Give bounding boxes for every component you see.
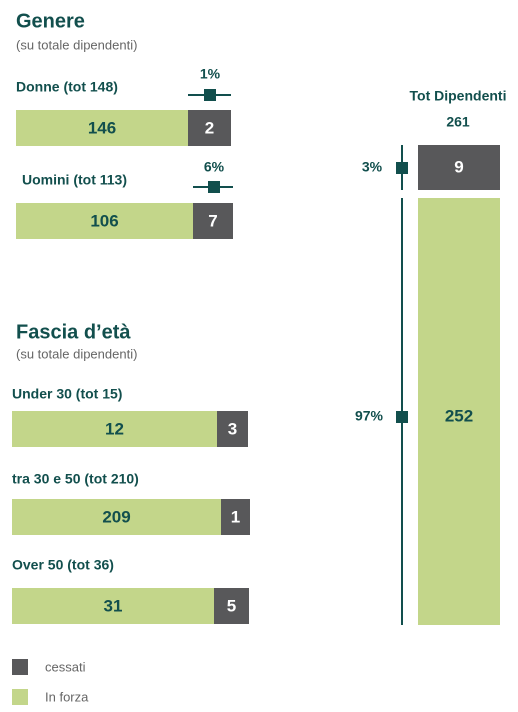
value-cessati: 3 <box>228 419 237 438</box>
total-cessati <box>418 145 500 190</box>
group-label: tra 30 e 50 (tot 210) <box>12 471 139 487</box>
pct-marker <box>396 411 408 423</box>
value-cessati: 7 <box>208 211 217 230</box>
bar-in-forza <box>12 499 221 535</box>
legend-swatch <box>12 659 28 675</box>
value-in-forza: 106 <box>90 211 118 230</box>
legend-swatch <box>12 689 28 705</box>
section-title: Fascia d’età <box>16 321 131 343</box>
pct-marker <box>396 162 408 174</box>
group-label: Over 50 (tot 36) <box>12 557 114 573</box>
pct-label: 6% <box>204 159 225 175</box>
value-in-forza: 146 <box>88 118 116 137</box>
pct-label: 97% <box>355 408 384 424</box>
bar-cessati <box>214 588 249 624</box>
section-subtitle: (su totale dipendenti) <box>16 346 137 361</box>
pct-label: 1% <box>200 66 221 82</box>
bar-cessati <box>221 499 250 535</box>
value-cessati: 5 <box>227 596 236 615</box>
bar-in-forza <box>12 588 214 624</box>
value-in-forza: 209 <box>102 507 130 526</box>
bar-cessati <box>217 411 248 447</box>
bar-in-forza <box>16 110 188 146</box>
bar-cessati <box>188 110 231 146</box>
total-value: 261 <box>446 114 470 130</box>
total-cessati-value: 9 <box>454 157 463 176</box>
bar-cessati <box>193 203 233 239</box>
pct-marker <box>204 89 216 101</box>
total-in-forza <box>418 198 500 625</box>
pct-label: 3% <box>362 159 383 175</box>
value-in-forza: 31 <box>104 596 123 615</box>
total-title: Tot Dipendenti <box>410 88 507 104</box>
bar-in-forza <box>12 411 217 447</box>
value-cessati: 2 <box>205 118 214 137</box>
section-title: Genere <box>16 10 85 32</box>
bar-in-forza <box>16 203 193 239</box>
pct-marker <box>208 181 220 193</box>
legend-label: In forza <box>45 689 89 704</box>
value-cessati: 1 <box>231 507 240 526</box>
group-label: Donne (tot 148) <box>16 79 118 95</box>
legend-label: cessati <box>45 659 86 674</box>
group-label: Uomini (tot 113) <box>22 172 127 188</box>
group-label: Under 30 (tot 15) <box>12 386 122 402</box>
total-in-forza-value: 252 <box>445 406 473 425</box>
value-in-forza: 12 <box>105 419 124 438</box>
section-subtitle: (su totale dipendenti) <box>16 37 137 52</box>
